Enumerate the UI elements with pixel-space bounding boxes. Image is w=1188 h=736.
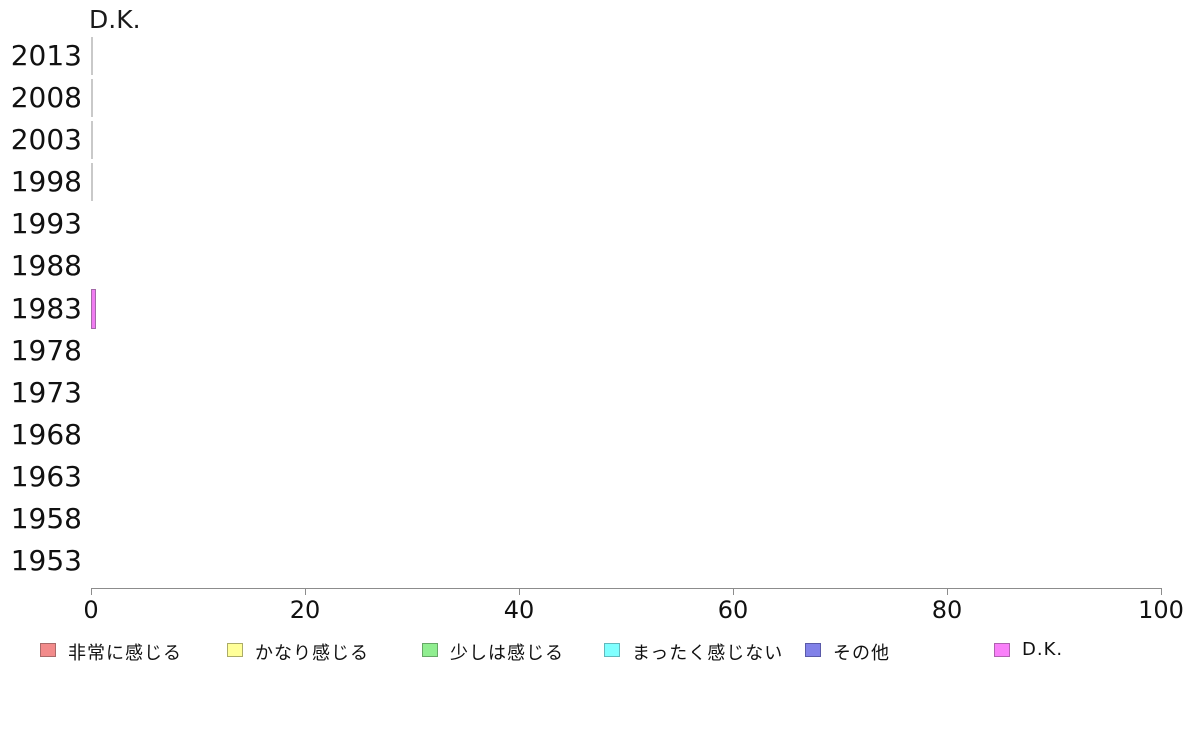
- x-tick-label: 20: [289, 596, 321, 624]
- y-axis-label: 1968: [10, 417, 82, 451]
- x-tick-mark: [947, 588, 948, 595]
- zero-value-bar: [91, 163, 93, 202]
- x-tick-mark: [91, 588, 92, 595]
- x-tick-label: 40: [503, 596, 535, 624]
- y-axis-label: 1993: [10, 207, 82, 241]
- x-tick-label: 100: [1138, 596, 1184, 624]
- legend-label: 非常に感じる: [68, 643, 182, 664]
- y-axis-label: 1953: [10, 543, 82, 577]
- x-axis-line: [91, 588, 1162, 589]
- legend-swatch: [40, 643, 56, 657]
- legend-swatch: [805, 643, 821, 657]
- x-tick-label: 80: [931, 596, 963, 624]
- y-axis-label: 1978: [10, 333, 82, 367]
- chart-title: D.K.: [89, 5, 141, 34]
- legend-label: かなり感じる: [255, 643, 369, 664]
- y-axis-label: 2008: [10, 81, 82, 115]
- legend-swatch: [422, 643, 438, 657]
- x-tick-mark: [305, 588, 306, 595]
- x-tick-label: 0: [83, 596, 99, 624]
- zero-value-bar: [91, 79, 93, 118]
- y-axis-label: 1998: [10, 165, 82, 199]
- legend-label: まったく感じない: [632, 643, 784, 664]
- x-tick-label: 60: [717, 596, 749, 624]
- y-axis-label: 1988: [10, 249, 82, 283]
- y-axis-label: 2013: [10, 39, 82, 73]
- y-axis-label: 1958: [10, 501, 82, 535]
- legend-swatch: [227, 643, 243, 657]
- legend-label: 少しは感じる: [450, 643, 564, 664]
- zero-value-bar: [91, 37, 93, 76]
- bar-dk: [91, 288, 96, 329]
- y-axis-label: 2003: [10, 123, 82, 157]
- y-axis-label: 1963: [10, 459, 82, 493]
- legend-swatch: [994, 643, 1010, 657]
- zero-value-bar: [91, 121, 93, 160]
- legend-swatch: [604, 643, 620, 657]
- legend-label: その他: [833, 643, 890, 664]
- y-axis-label: 1973: [10, 375, 82, 409]
- x-tick-mark: [519, 588, 520, 595]
- x-tick-mark: [733, 588, 734, 595]
- legend-label: D.K.: [1022, 639, 1064, 660]
- x-tick-mark: [1161, 588, 1162, 595]
- y-axis-label: 1983: [10, 291, 82, 325]
